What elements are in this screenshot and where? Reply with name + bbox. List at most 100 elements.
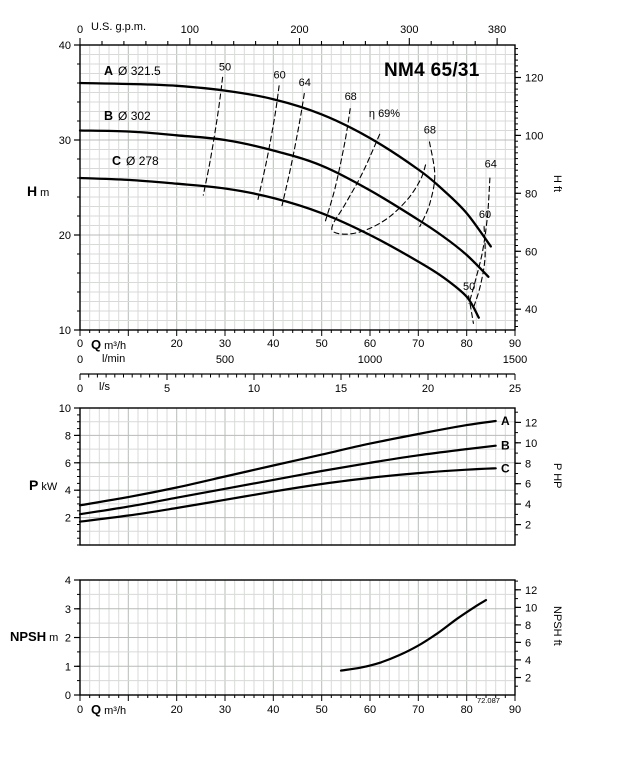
tick-label: 60	[479, 209, 491, 221]
curve-a-letter: A	[104, 64, 114, 78]
tick-label: 20	[422, 383, 434, 395]
tick-label: A	[501, 414, 510, 428]
tick-label: 6	[525, 479, 531, 491]
head-axis-unit: m	[40, 187, 50, 199]
npsh-axis-symbol: NPSH	[10, 629, 47, 644]
curve-b-diameter: Ø 302	[118, 109, 151, 123]
curve-b-label: B Ø 302	[104, 109, 151, 124]
head-chart: 0 100 200 300 380 10 20 30 40 40 60 80 100 120 0 20 30 40…	[59, 24, 544, 395]
tick-label: 120	[525, 73, 543, 85]
tick-label: 4	[65, 485, 71, 497]
tick-label: 380	[488, 24, 506, 36]
npsh-axis-unit: m	[49, 632, 59, 644]
curve-a-label: A Ø 321.5	[104, 64, 161, 79]
tick-label: 40	[267, 338, 279, 350]
tick-label: 70	[412, 338, 424, 350]
curve-c-letter: C	[112, 154, 122, 168]
tick-label: 10	[59, 403, 71, 415]
q-axis-bottom-unit: m³/h	[104, 705, 127, 717]
tick-label: 25	[509, 383, 521, 395]
curve-c-diameter: Ø 278	[126, 154, 159, 168]
tick-label: 64	[485, 159, 497, 171]
tick-label: 100	[525, 130, 543, 142]
tick-label: 40	[267, 704, 279, 716]
tick-label: 10	[525, 602, 537, 614]
tick-label: 12	[525, 417, 537, 429]
npsh-axis-label: NPSH m	[10, 628, 58, 646]
tick-label: 60	[364, 338, 376, 350]
tick-label: 4	[525, 499, 531, 511]
tick-label: 0	[77, 383, 83, 395]
tick-label: 2	[525, 673, 531, 685]
q-axis-symbol: Q	[91, 337, 102, 352]
tick-label: 10	[59, 325, 71, 337]
tick-label: 50	[463, 281, 475, 293]
tick-label: 50	[219, 62, 231, 74]
tick-label: 68	[345, 91, 357, 103]
tick-label: 1500	[503, 354, 527, 366]
tick-label: 12	[525, 585, 537, 597]
tick-label: 5	[164, 383, 170, 395]
power-chart: 2 4 6 8 10 2 4 6 8 10 12 ABC	[59, 403, 537, 546]
tick-label: 15	[335, 383, 347, 395]
tick-label: 500	[216, 354, 234, 366]
tick-label: 90	[509, 704, 521, 716]
tick-label: 20	[171, 704, 183, 716]
tick-label: 68	[424, 124, 436, 136]
tick-label: 10	[248, 383, 260, 395]
tick-label: 80	[461, 704, 473, 716]
tick-label: 300	[400, 24, 418, 36]
tick-label: 1	[65, 661, 71, 673]
tick-label: 8	[525, 458, 531, 470]
tick-label: 80	[461, 338, 473, 350]
tick-label: 0	[77, 338, 83, 350]
lmin-axis-label: l/min	[102, 353, 126, 365]
tick-label: 90	[509, 338, 521, 350]
tick-label: 6	[65, 458, 71, 470]
us-gpm-axis-label: U.S. g.p.m.	[91, 21, 147, 33]
tick-label: 2	[65, 633, 71, 645]
tick-label: 8	[525, 620, 531, 632]
power-axis-symbol: P	[29, 477, 39, 493]
tick-label: 70	[412, 704, 424, 716]
tick-label: 10	[525, 438, 537, 450]
tick-label: 2	[65, 513, 71, 525]
power-hp-axis-label: P HP	[551, 463, 563, 489]
tick-label: 1000	[358, 354, 382, 366]
head-ft-axis-label: H ft	[551, 175, 563, 193]
tick-label: 20	[171, 338, 183, 350]
tick-label: 2	[525, 520, 531, 532]
tick-label: 200	[290, 24, 308, 36]
power-axis-unit: kW	[41, 481, 58, 493]
tick-label: B	[501, 439, 510, 453]
pump-model-title: NM4 65/31	[384, 60, 480, 81]
tick-label: 80	[525, 188, 537, 200]
tick-label: 100	[181, 24, 199, 36]
q-axis-unit: m³/h	[104, 340, 127, 352]
tick-label: 4	[65, 575, 71, 587]
tick-label: 6	[525, 637, 531, 649]
tick-label: 40	[59, 40, 71, 52]
curve-a-diameter: Ø 321.5	[118, 64, 161, 78]
ls-axis-label: l/s	[99, 381, 110, 393]
tick-label: 60	[273, 69, 285, 81]
tick-label: 60	[364, 704, 376, 716]
tick-label: 30	[59, 135, 71, 147]
tick-label: 8	[65, 430, 71, 442]
tick-label: 0	[77, 704, 83, 716]
tick-label: 40	[525, 304, 537, 316]
tick-label: 0	[65, 690, 71, 702]
tick-label: 30	[219, 338, 231, 350]
tick-label: 30	[219, 704, 231, 716]
head-axis-symbol: H	[27, 183, 38, 199]
tick-label: 50	[316, 338, 328, 350]
tick-label: 20	[59, 230, 71, 242]
npsh-ft-axis-label: NPSH ft	[551, 606, 563, 646]
